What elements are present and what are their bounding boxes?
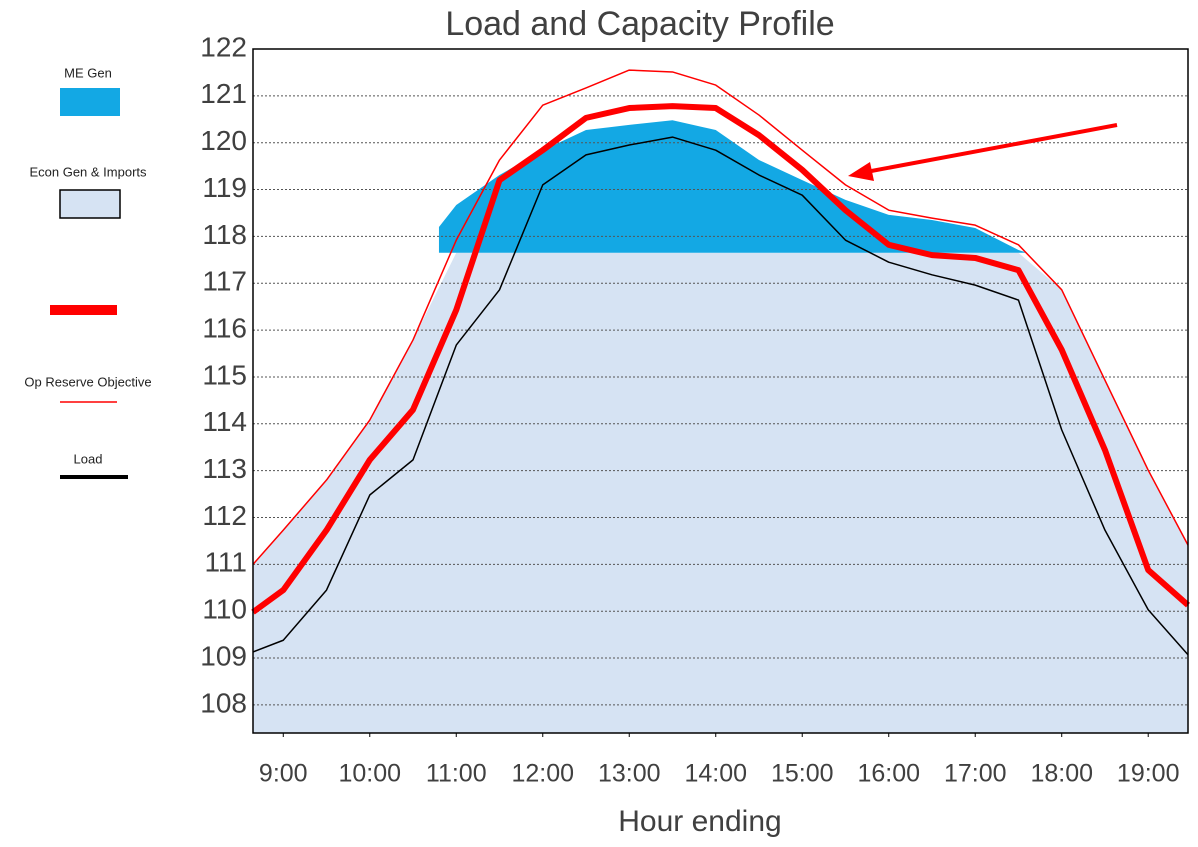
legend-label: Op Reserve Objective xyxy=(24,374,151,389)
y-tick-label: 112 xyxy=(202,500,247,531)
y-tick-label: 122 xyxy=(200,31,247,62)
y-tick-label: 120 xyxy=(200,125,247,156)
x-tick-label: 16:00 xyxy=(857,760,920,788)
annotation-arrow xyxy=(848,123,1118,181)
y-tick-label: 116 xyxy=(202,312,247,343)
arrow-shaft xyxy=(865,123,1118,174)
chart-title: Load and Capacity Profile xyxy=(445,5,834,43)
x-tick-label: 10:00 xyxy=(338,760,401,788)
line xyxy=(252,69,1189,565)
y-tick-label: 114 xyxy=(202,406,247,437)
x-tick-label: 14:00 xyxy=(684,760,747,788)
x-tick-label: 11:00 xyxy=(426,760,487,788)
x-tick-label: 19:00 xyxy=(1117,760,1180,788)
legend-label: Load xyxy=(74,451,103,466)
y-tick-label: 121 xyxy=(200,78,247,109)
y-tick-label: 110 xyxy=(202,594,247,625)
x-tick-label: 17:00 xyxy=(944,760,1007,788)
legend-swatch xyxy=(59,189,121,219)
plot-area xyxy=(251,48,1190,737)
y-tick-label: 115 xyxy=(202,359,247,390)
y-tick-label: 108 xyxy=(200,687,247,718)
y-tick-label: 117 xyxy=(202,266,247,297)
y-tick-label: 109 xyxy=(200,640,247,671)
y-tick-label: 111 xyxy=(204,547,247,578)
area xyxy=(253,252,1188,733)
y-tick-label: 118 xyxy=(202,219,247,250)
line xyxy=(252,136,1189,656)
area xyxy=(438,120,1028,253)
y-tick-label: 113 xyxy=(202,453,247,484)
x-tick-label: 18:00 xyxy=(1030,760,1093,788)
x-tick-label: 12:00 xyxy=(511,760,574,788)
x-tick-label: 13:00 xyxy=(598,760,661,788)
x-axis-label: Hour ending xyxy=(618,805,781,838)
legend-swatch xyxy=(60,88,120,116)
plot-frame xyxy=(252,48,1189,734)
legend: ME Gen Econ Gen & Imports Op Reserve Objec… xyxy=(24,65,152,479)
x-tick-label: 15:00 xyxy=(771,760,834,788)
legend-label: Econ Gen & Imports xyxy=(29,164,147,179)
line xyxy=(251,103,1190,615)
legend-label: ME Gen xyxy=(64,65,112,80)
arrow-head xyxy=(848,162,874,181)
y-tick-label: 119 xyxy=(202,172,247,203)
x-tick-label: 9:00 xyxy=(259,760,308,788)
